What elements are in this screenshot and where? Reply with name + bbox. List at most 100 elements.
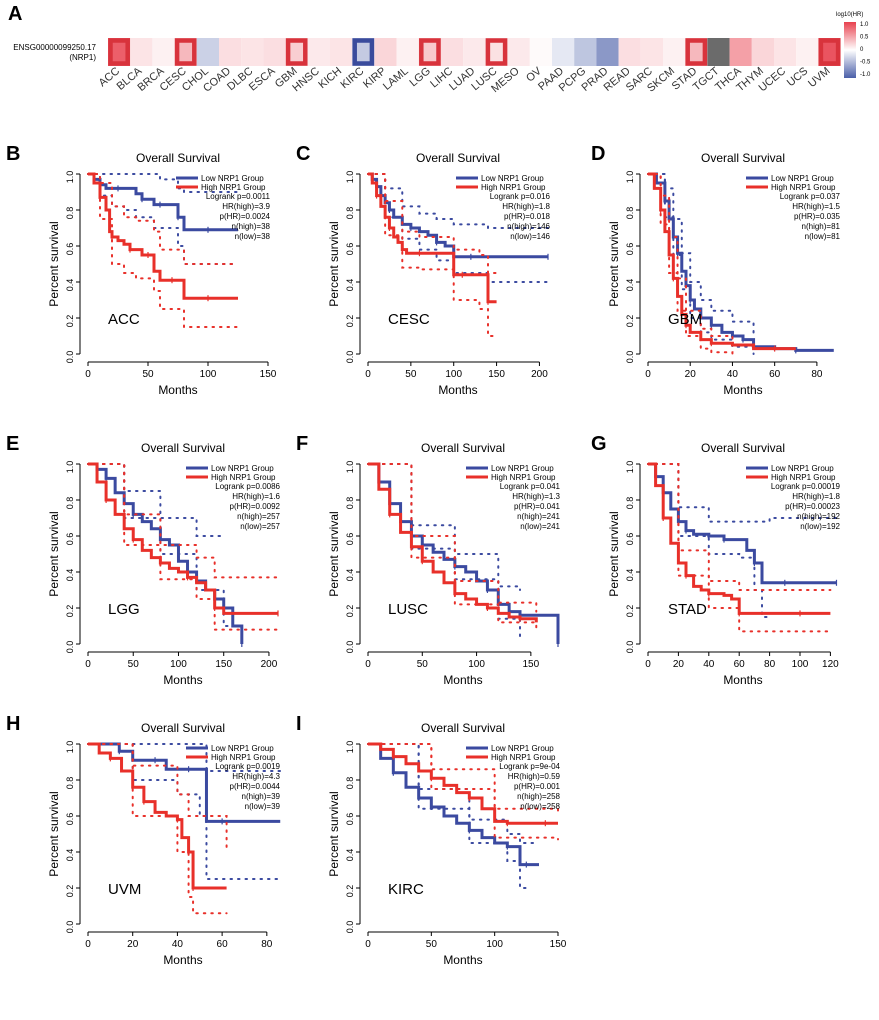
heatmap-label-kirc: KIRC xyxy=(338,65,366,91)
heatmap-sig-box-acc xyxy=(108,38,130,66)
heatmap-cell-esca xyxy=(263,38,286,66)
heatmap-cell-thca xyxy=(729,38,752,66)
heatmap-label-lgg: LGG xyxy=(407,65,433,89)
legend-label: High NRP1 Group xyxy=(481,183,546,192)
km-svg: C Overall Survival 0 50 100 150 200 0.0 0.2 0.4 0.… xyxy=(296,143,551,397)
x-tick-label: 100 xyxy=(468,659,485,670)
stat-line: HR(high)=4.3 xyxy=(232,772,280,781)
ci-lower-low xyxy=(367,173,549,283)
legend-color-bar xyxy=(844,22,856,78)
legend-tick: 0 xyxy=(860,47,864,53)
survival-curve-low xyxy=(88,172,238,232)
ci-upper-low xyxy=(647,173,755,337)
stat-line: n(low)=192 xyxy=(800,522,840,531)
x-tick-label: 20 xyxy=(673,659,685,670)
x-tick-label: 40 xyxy=(703,659,715,670)
panel-label: I xyxy=(296,713,302,735)
panel-label: G xyxy=(591,433,607,455)
km-svg: H Overall Survival 0 20 40 60 80 0.0 0.2 0.4 0.6 0.… xyxy=(6,713,282,967)
heatmap-cell-kirp xyxy=(374,38,397,66)
heatmap-cell-lihc xyxy=(441,38,464,66)
gene-name: (NRP1) xyxy=(69,53,96,62)
chart-title: Overall Survival xyxy=(701,151,785,165)
heatmap-cell-thym xyxy=(751,38,774,66)
stat-line: Logrank p=0.00019 xyxy=(771,482,841,491)
legend-label: Low NRP1 Group xyxy=(771,174,834,183)
x-tick-label: 0 xyxy=(85,369,91,380)
km-panel-uvm: H Overall Survival 0 20 40 60 80 0.0 0.2 0.4 0.6 0.… xyxy=(0,700,290,1020)
heatmap-legend: log10(HR) 1.0 0.5 0 -0.5 -1.0 xyxy=(836,12,871,78)
y-tick-label: 0.0 xyxy=(345,921,355,934)
km-panel-kirc: I Overall Survival 0 50 100 150 0.0 0.2 0.4 0.6 0.… xyxy=(290,700,580,1020)
stat-line: n(low)=81 xyxy=(805,232,841,241)
y-tick-label: 0.0 xyxy=(65,351,75,364)
heatmap-cell-tgct xyxy=(707,38,730,66)
x-tick-label: 60 xyxy=(217,939,229,950)
y-tick-label: 1.0 xyxy=(625,461,635,474)
x-axis-label: Months xyxy=(443,673,482,687)
y-tick-label: 0.6 xyxy=(65,813,75,826)
y-tick-label: 0.6 xyxy=(345,243,355,256)
legend-label: High NRP1 Group xyxy=(201,183,266,192)
x-tick-label: 50 xyxy=(142,369,154,380)
km-panel-cesc: C Overall Survival 0 50 100 150 200 0.0 0.2 0.4 0.… xyxy=(290,130,580,450)
cancer-name: GBM xyxy=(668,311,702,328)
cancer-name: STAD xyxy=(668,601,707,618)
y-tick-label: 1.0 xyxy=(65,461,75,474)
stat-line: HR(high)=1.8 xyxy=(502,202,550,211)
x-tick-label: 40 xyxy=(727,369,739,380)
heatmap-cell-meso xyxy=(507,38,530,66)
heatmap-panel: A ENSG00000099250.17 (NRP1) ACCBLCABRCAC… xyxy=(8,3,871,95)
x-tick-label: 50 xyxy=(417,659,429,670)
km-svg: F Overall Survival 0 50 100 150 0.0 0.2 0.4 0.6 0.… xyxy=(296,433,561,687)
y-tick-label: 0.2 xyxy=(625,315,635,328)
y-axis-label: Percent survival xyxy=(607,221,621,306)
y-tick-label: 1.0 xyxy=(65,741,75,754)
y-tick-label: 0.2 xyxy=(65,885,75,898)
legend-label: Low NRP1 Group xyxy=(211,744,274,753)
x-tick-label: 50 xyxy=(128,659,140,670)
x-tick-label: 150 xyxy=(260,369,277,380)
chart-title: Overall Survival xyxy=(421,721,505,735)
panel-label: C xyxy=(296,143,310,165)
x-tick-label: 20 xyxy=(127,939,139,950)
x-axis-label: Months xyxy=(163,673,202,687)
heatmap-cell-ucs xyxy=(796,38,819,66)
x-tick-label: 100 xyxy=(200,369,217,380)
y-axis-label: Percent survival xyxy=(47,791,61,876)
km-panel-acc: B Overall Survival 0 50 100 150 0.0 0.2 0.4 0.6 0.… xyxy=(0,130,290,450)
stat-line: p(HR)=0.0092 xyxy=(230,502,281,511)
heatmap-label-ucs: UCS xyxy=(785,65,811,89)
heatmap-cell-blca xyxy=(130,38,153,66)
y-tick-label: 0.8 xyxy=(625,497,635,510)
y-tick-label: 1.0 xyxy=(345,741,355,754)
ci-upper-high xyxy=(87,173,239,265)
ci-upper-high xyxy=(367,173,498,274)
legend-label: Low NRP1 Group xyxy=(491,744,554,753)
panel-label: B xyxy=(6,143,20,165)
stat-line: n(high)=241 xyxy=(517,512,560,521)
survival-curve-low xyxy=(88,462,244,644)
ci-lower-low xyxy=(87,173,239,265)
y-tick-label: 0.4 xyxy=(345,279,355,292)
heatmap-cell-hnsc xyxy=(307,38,330,66)
x-tick-label: 0 xyxy=(85,939,91,950)
y-axis-label: Percent survival xyxy=(327,221,341,306)
y-axis-label: Percent survival xyxy=(327,511,341,596)
y-tick-label: 0.8 xyxy=(345,497,355,510)
chart-title: Overall Survival xyxy=(416,151,500,165)
x-tick-label: 40 xyxy=(172,939,184,950)
x-tick-label: 0 xyxy=(645,659,651,670)
y-axis-label: Percent survival xyxy=(47,511,61,596)
legend-tick: 0.5 xyxy=(860,35,869,41)
y-tick-label: 0.2 xyxy=(65,605,75,618)
x-tick-label: 150 xyxy=(523,659,540,670)
stat-line: Logrank p=0.016 xyxy=(490,192,551,201)
survival-curve-high xyxy=(368,462,538,623)
y-tick-label: 0.0 xyxy=(345,641,355,654)
x-tick-label: 150 xyxy=(550,939,567,950)
heatmap-cell-brca xyxy=(152,38,175,66)
heatmap-cell-chol xyxy=(196,38,219,66)
legend-tick: 1.0 xyxy=(860,22,869,28)
x-axis-label: Months xyxy=(723,383,762,397)
